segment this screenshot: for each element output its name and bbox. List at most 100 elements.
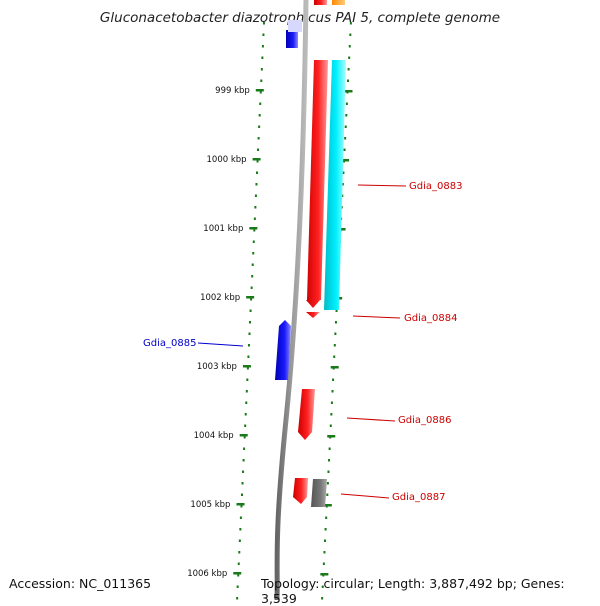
scale-dot bbox=[243, 447, 246, 450]
scale-dot bbox=[330, 413, 333, 416]
feature-gdia-0884 bbox=[306, 312, 320, 318]
map-title: Gluconacetobacter diazotrophicus PAI 5, … bbox=[99, 10, 501, 26]
scale-dot bbox=[238, 551, 241, 554]
scale-dot bbox=[252, 252, 255, 255]
scale-dot bbox=[249, 309, 252, 312]
feature-rna-cyan bbox=[324, 60, 346, 310]
scale-dot bbox=[262, 33, 265, 36]
gene-label-gdia-0883[interactable]: Gdia_0883 bbox=[409, 181, 462, 192]
tick-mark-right bbox=[323, 504, 332, 507]
tick-mark-left bbox=[255, 89, 264, 92]
scale-dot bbox=[341, 183, 344, 186]
tick-mark-left bbox=[246, 296, 255, 299]
feature-gdia-0887 bbox=[293, 478, 308, 504]
scale-dot bbox=[250, 286, 253, 289]
gene-label-gdia-0884[interactable]: Gdia_0884 bbox=[404, 313, 457, 324]
tick-label: 1006 kbp bbox=[187, 569, 227, 579]
scale-dot bbox=[331, 390, 334, 393]
scale-dot bbox=[325, 516, 328, 519]
gene-label-lines bbox=[197, 184, 407, 499]
tick-mark-right bbox=[327, 435, 336, 438]
scale-dot bbox=[236, 597, 239, 600]
scale-dot bbox=[253, 229, 256, 232]
scale-dot bbox=[349, 22, 352, 25]
scale-dot bbox=[242, 470, 245, 473]
scale-dot bbox=[326, 493, 329, 496]
scale-dot bbox=[260, 68, 263, 71]
scale-dot bbox=[237, 562, 240, 565]
tick-mark-right bbox=[320, 573, 329, 576]
scale-dot bbox=[244, 424, 247, 427]
tick-mark-left bbox=[236, 503, 245, 506]
gene-label-gdia-0887[interactable]: Gdia_0887 bbox=[392, 492, 445, 503]
scale-dot bbox=[341, 194, 344, 197]
scale-dot bbox=[334, 321, 337, 324]
scale-dot bbox=[345, 114, 348, 117]
tick-mark-right bbox=[337, 228, 346, 231]
tick-label: 1004 kbp bbox=[194, 431, 234, 441]
scale-dot bbox=[252, 240, 255, 243]
scale-dot bbox=[261, 45, 264, 48]
tick-mark-right bbox=[330, 366, 339, 369]
gene-label-gdia-0885[interactable]: Gdia_0885 bbox=[143, 338, 196, 349]
scale-dot bbox=[253, 217, 256, 220]
scale-dot bbox=[333, 344, 336, 347]
tick-mark-right bbox=[341, 159, 350, 162]
feature-top-orange bbox=[332, 0, 345, 5]
scale-dot bbox=[347, 68, 350, 71]
scale-dot bbox=[348, 45, 351, 48]
scale-dots-left bbox=[236, 22, 265, 600]
scale-dot bbox=[245, 390, 248, 393]
scale-dot bbox=[240, 493, 243, 496]
scale-dot bbox=[257, 137, 260, 140]
scale-dot bbox=[329, 424, 332, 427]
scale-dot bbox=[254, 206, 257, 209]
scale-dot bbox=[328, 447, 331, 450]
feature-other-grey bbox=[311, 479, 327, 507]
scale-dot bbox=[240, 505, 243, 508]
tick-label: 1003 kbp bbox=[197, 362, 237, 372]
scale-dot bbox=[328, 459, 331, 462]
scale-dot bbox=[348, 56, 351, 59]
scale-dot bbox=[323, 551, 326, 554]
scale-dot bbox=[333, 355, 336, 358]
tick-mark-right bbox=[344, 90, 353, 93]
tick-label: 1001 kbp bbox=[203, 224, 243, 234]
tick-mark-left bbox=[249, 227, 258, 230]
scale-dot bbox=[247, 344, 250, 347]
scale-dot bbox=[324, 539, 327, 542]
scale-dot bbox=[245, 401, 248, 404]
scale-dot bbox=[334, 332, 337, 335]
scale-dot bbox=[254, 194, 257, 197]
scale-dot bbox=[321, 585, 324, 588]
scale-dot bbox=[249, 321, 252, 324]
scale-dot bbox=[246, 367, 249, 370]
tick-mark-left bbox=[233, 572, 242, 575]
scale-dot bbox=[258, 125, 261, 128]
scale-dot bbox=[238, 539, 241, 542]
scale-dot bbox=[255, 171, 258, 174]
tick-label: 999 kbp bbox=[215, 86, 250, 96]
scale-dot bbox=[332, 378, 335, 381]
scale-dot bbox=[248, 332, 251, 335]
scale-dot bbox=[330, 401, 333, 404]
scale-dot bbox=[243, 436, 246, 439]
scale-dot bbox=[246, 378, 249, 381]
scale-dot bbox=[259, 91, 262, 94]
tick-label: 1000 kbp bbox=[207, 155, 247, 165]
scale-dot bbox=[347, 79, 350, 82]
scale-dot bbox=[326, 482, 329, 485]
feature-gdia-0883 bbox=[306, 60, 328, 308]
scale-dot bbox=[250, 298, 253, 301]
scale-dot bbox=[344, 125, 347, 128]
scale-dot bbox=[349, 33, 352, 36]
scale-dot bbox=[321, 597, 324, 600]
gene-label-gdia-0886[interactable]: Gdia_0886 bbox=[398, 415, 451, 426]
tick-mark-left bbox=[239, 434, 248, 437]
scale-dot bbox=[244, 413, 247, 416]
scale-dot bbox=[322, 562, 325, 565]
tick-label: 1002 kbp bbox=[200, 293, 240, 303]
genome-backbone bbox=[274, 0, 309, 600]
feature-top-red bbox=[314, 0, 327, 5]
